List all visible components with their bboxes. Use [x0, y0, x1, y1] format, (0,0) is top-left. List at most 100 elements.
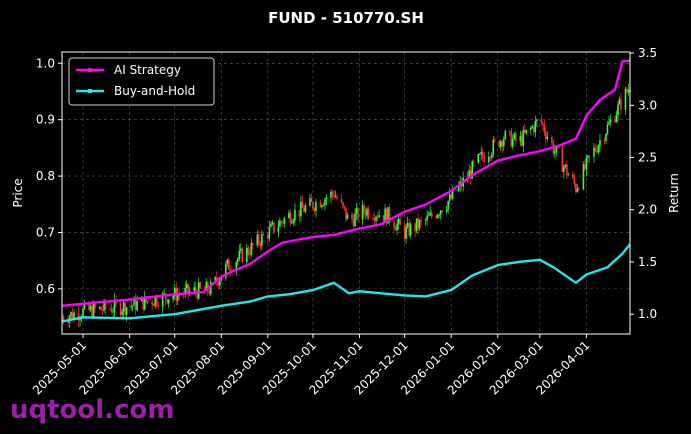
price-candle-body — [487, 156, 490, 162]
price-candle-body — [227, 259, 230, 270]
legend-label-ai-strategy: AI Strategy — [114, 63, 181, 77]
price-candle-body — [92, 303, 95, 318]
price-candle-body — [594, 147, 597, 151]
price-candle-body — [208, 291, 211, 294]
price-candle-body — [405, 227, 407, 239]
price-candle-body — [597, 145, 600, 153]
legend-marker-buy-and-hold — [88, 89, 92, 93]
price-candle-body — [173, 287, 176, 296]
price-candle-body — [543, 124, 546, 133]
price-candle-body — [424, 220, 427, 221]
price-candle-body — [268, 226, 271, 239]
price-candle-body — [303, 208, 305, 212]
price-candle-body — [203, 287, 206, 290]
price-candle-body — [124, 302, 126, 315]
price-candle-body — [217, 282, 220, 286]
price-candle-body — [91, 305, 93, 318]
price-candle-body — [172, 295, 174, 300]
price-candle-body — [155, 297, 158, 306]
price-candle-body — [193, 287, 196, 292]
price-candle-body — [555, 145, 558, 152]
price-candle-body — [384, 208, 386, 221]
price-candle-body — [403, 225, 406, 239]
price-candle-body — [67, 321, 69, 323]
price-candle-body — [627, 89, 630, 93]
price-candle-body — [300, 201, 302, 217]
price-candle-body — [240, 248, 242, 251]
price-candle-body — [417, 218, 419, 229]
price-candle-body — [103, 301, 105, 311]
price-candle-body — [196, 292, 199, 299]
price-candle-body — [409, 224, 412, 236]
price-candle-body — [352, 219, 355, 227]
price-candle-body — [304, 205, 307, 212]
price-candle-body — [481, 151, 484, 157]
price-candle-body — [427, 215, 430, 217]
price-candle-body — [246, 247, 248, 263]
price-candle-body — [567, 174, 570, 176]
price-candle-body — [524, 130, 526, 133]
price-candle-body — [575, 183, 577, 192]
price-candle-body — [429, 212, 431, 216]
price-candle-body — [226, 259, 229, 265]
price-candle-body — [167, 299, 170, 304]
price-candle-body — [387, 207, 389, 224]
price-candle-body — [292, 220, 295, 223]
price-candle-body — [551, 136, 553, 143]
price-candle-body — [605, 134, 607, 141]
price-candle-body — [89, 305, 92, 310]
price-candle-body — [73, 312, 75, 319]
price-candle-body — [573, 177, 576, 184]
price-candle-body — [533, 126, 535, 133]
price-candle-body — [346, 214, 349, 220]
price-candle-body — [94, 303, 96, 309]
price-candle-body — [502, 139, 505, 147]
price-candle-body — [249, 254, 251, 256]
price-candle-body — [291, 222, 293, 224]
price-candle-body — [624, 88, 627, 110]
price-candle-body — [256, 234, 259, 246]
price-candle-body — [166, 299, 168, 304]
price-candle-body — [540, 119, 543, 123]
price-candle-body — [396, 223, 398, 231]
price-candle-body — [468, 170, 471, 178]
price-candle-body — [261, 234, 263, 246]
price-candle-body — [561, 147, 564, 172]
price-candle-body — [224, 264, 227, 278]
price-candle-body — [342, 202, 344, 207]
price-candle-body — [109, 308, 111, 310]
price-candle-body — [98, 306, 101, 309]
price-candle-body — [273, 222, 275, 232]
price-candle-body — [445, 209, 448, 213]
price-candle-body — [333, 194, 335, 198]
price-candle-body — [504, 130, 507, 140]
price-candle-body — [399, 218, 401, 226]
price-candle-body — [71, 311, 74, 319]
price-candle-body — [478, 154, 481, 155]
price-candle-body — [77, 312, 80, 321]
legend-marker-ai-strategy — [88, 68, 92, 72]
price-candle-body — [566, 164, 568, 176]
price-candle-body — [310, 198, 313, 202]
price-candle-body — [587, 155, 589, 158]
right-tick-label: 1.0 — [638, 307, 657, 321]
price-candle-body — [157, 305, 159, 307]
price-candle-body — [385, 208, 388, 224]
price-candle-body — [614, 119, 616, 123]
price-candle-body — [606, 124, 609, 135]
price-candle-body — [406, 222, 409, 228]
price-candle-body — [436, 214, 439, 218]
price-candle-body — [206, 281, 209, 292]
price-candle-body — [241, 248, 244, 263]
price-candle-body — [510, 130, 513, 147]
price-candle-body — [283, 218, 286, 224]
price-candle-body — [294, 209, 296, 221]
price-candle-body — [100, 306, 102, 311]
price-candle-body — [340, 198, 343, 203]
price-candle-body — [82, 308, 84, 318]
price-candle-body — [534, 120, 537, 133]
price-candle-body — [376, 216, 379, 218]
price-candle-body — [373, 218, 376, 221]
left-tick-label: 0.8 — [36, 169, 55, 183]
